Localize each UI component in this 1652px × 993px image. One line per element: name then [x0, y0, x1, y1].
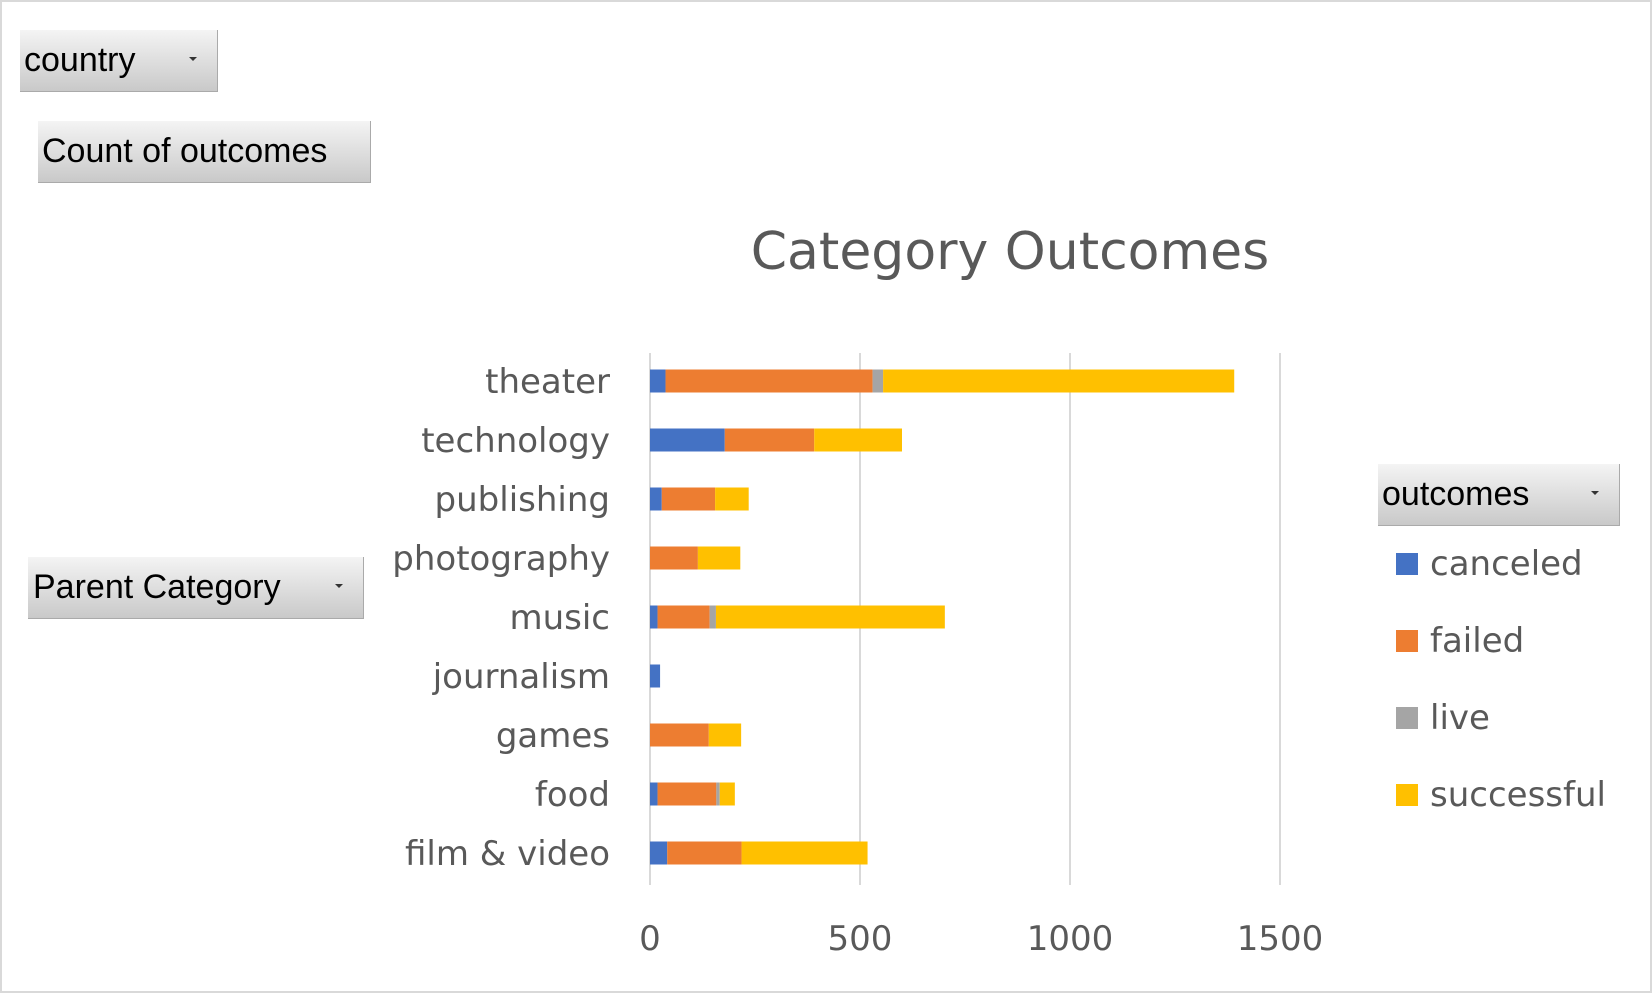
x-tick-label: 1000 [1027, 919, 1114, 959]
bar-segment-failed[interactable] [650, 723, 709, 747]
y-category-label: games [496, 716, 610, 756]
bar-segment-successful[interactable] [715, 487, 749, 511]
bar-segment-canceled[interactable] [650, 369, 666, 393]
bar-segment-live[interactable] [709, 605, 716, 629]
y-category-label: food [535, 775, 610, 815]
legend-swatch [1396, 630, 1418, 652]
legend-label: canceled [1430, 544, 1583, 584]
legend-item-failed[interactable]: failed [1396, 621, 1524, 661]
y-category-label: journalism [432, 657, 610, 697]
legend-item-canceled[interactable]: canceled [1396, 544, 1583, 584]
bar-segment-live[interactable] [716, 782, 720, 806]
bar-segment-successful[interactable] [814, 428, 902, 452]
legend-item-live[interactable]: live [1396, 698, 1490, 738]
bar-segment-canceled[interactable] [650, 487, 662, 511]
outcomes-filter-label: outcomes [1382, 475, 1530, 513]
bar-segment-failed[interactable] [667, 841, 742, 865]
bar-segment-canceled[interactable] [650, 428, 725, 452]
bar-segment-successful[interactable] [883, 369, 1235, 393]
bar-segment-canceled[interactable] [650, 841, 668, 865]
bar-segment-successful[interactable] [741, 841, 868, 865]
x-tick-label: 0 [639, 919, 661, 959]
y-category-label: film & video [405, 834, 610, 874]
bar-segment-successful[interactable] [715, 605, 945, 629]
dropdown-arrow-icon [1591, 491, 1599, 495]
chart-title: Category Outcomes [750, 222, 1270, 282]
values-field-label: Count of outcomes [42, 132, 328, 170]
legend-item-successful[interactable]: successful [1396, 775, 1606, 815]
bar-segment-successful[interactable] [719, 782, 735, 806]
parent-category-filter-label: Parent Category [33, 568, 281, 606]
country-filter-button[interactable]: country [20, 30, 218, 92]
legend-label: successful [1430, 775, 1606, 815]
y-category-label: music [509, 598, 610, 638]
bar-segment-failed[interactable] [661, 487, 716, 511]
dropdown-arrow-icon [189, 57, 197, 61]
y-category-label: theater [485, 362, 610, 402]
legend-swatch [1396, 707, 1418, 729]
y-category-label: publishing [435, 480, 610, 520]
x-tick-label: 1500 [1237, 919, 1324, 959]
bar-segment-successful[interactable] [708, 723, 742, 747]
bar-segment-live[interactable] [872, 369, 884, 393]
legend-label: failed [1430, 621, 1525, 661]
dropdown-arrow-icon [335, 584, 343, 588]
bar-segment-failed[interactable] [657, 605, 710, 629]
bar-segment-canceled[interactable] [650, 605, 658, 629]
bar-segment-canceled[interactable] [650, 782, 658, 806]
bar-segment-failed[interactable] [724, 428, 815, 452]
bar-segment-failed[interactable] [657, 782, 717, 806]
x-tick-label: 500 [828, 919, 893, 959]
parent-category-filter-button[interactable]: Parent Category [28, 557, 364, 619]
bar-segment-failed[interactable] [665, 369, 873, 393]
values-field-button: Count of outcomes [38, 121, 371, 183]
bar-segment-successful[interactable] [697, 546, 741, 570]
legend-swatch [1396, 784, 1418, 806]
outcomes-filter-button[interactable]: outcomes [1378, 464, 1620, 526]
bar-segment-failed[interactable] [650, 546, 698, 570]
country-filter-label: country [24, 41, 136, 79]
y-category-label: technology [421, 421, 610, 461]
legend-swatch [1396, 553, 1418, 575]
y-category-label: photography [392, 539, 610, 579]
bar-segment-canceled[interactable] [650, 664, 661, 688]
legend-label: live [1430, 698, 1490, 738]
